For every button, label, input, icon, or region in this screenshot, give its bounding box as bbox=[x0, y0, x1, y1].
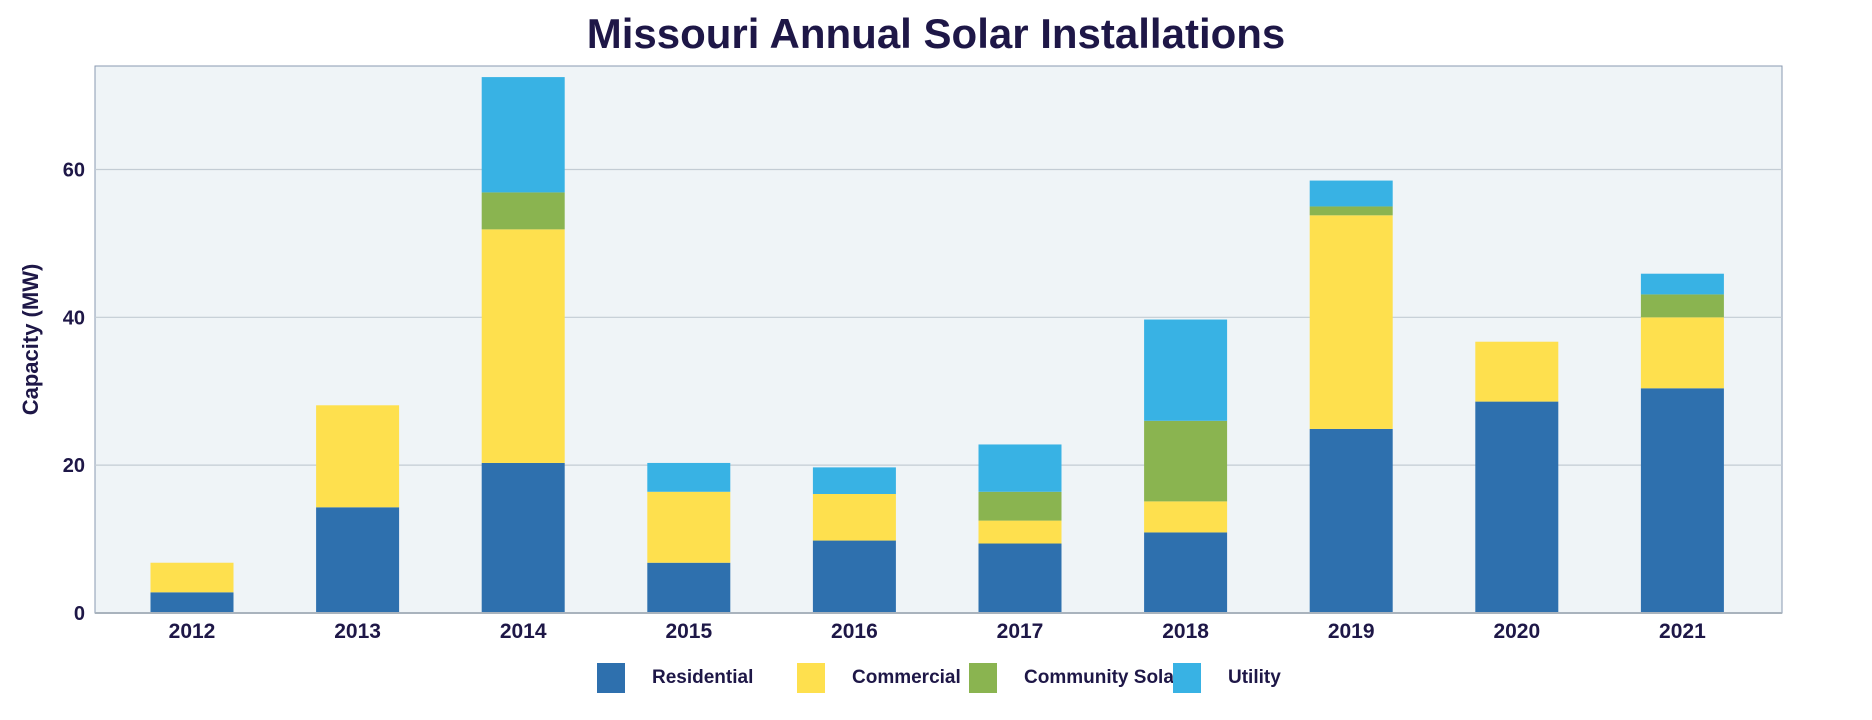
x-tick-label: 2020 bbox=[1493, 620, 1540, 643]
bar-commercial-2017 bbox=[978, 520, 1062, 544]
bar-residential-2014 bbox=[481, 462, 565, 613]
x-tick-label: 2019 bbox=[1328, 620, 1375, 643]
bar-utility-2017 bbox=[978, 444, 1062, 492]
bar-residential-2015 bbox=[647, 562, 731, 613]
bar-commercial-2016 bbox=[812, 493, 896, 541]
x-tick-label: 2014 bbox=[500, 620, 547, 643]
y-axis-label: Capacity (MW) bbox=[18, 264, 43, 416]
legend-swatch bbox=[597, 663, 625, 693]
bar-utility-2021 bbox=[1640, 273, 1724, 295]
bar-community-solar-2017 bbox=[978, 491, 1062, 521]
bar-residential-2021 bbox=[1640, 388, 1724, 613]
legend-item-utility: Utility bbox=[1173, 663, 1281, 693]
legend-label: Commercial bbox=[852, 667, 961, 688]
legend-label: Utility bbox=[1228, 667, 1281, 688]
legend-label: Residential bbox=[652, 667, 754, 688]
bar-commercial-2015 bbox=[647, 491, 731, 563]
bar-commercial-2012 bbox=[150, 562, 234, 593]
bar-residential-2016 bbox=[812, 540, 896, 613]
x-tick-label: 2021 bbox=[1659, 620, 1706, 643]
bar-community-solar-2014 bbox=[481, 192, 565, 230]
legend-item-community-solar: Community Solar bbox=[969, 663, 1181, 693]
bar-community-solar-2019 bbox=[1309, 206, 1393, 216]
y-tick-label: 40 bbox=[63, 307, 85, 329]
legend-label: Community Solar bbox=[1024, 667, 1182, 688]
legend-swatch bbox=[1173, 663, 1201, 693]
bar-residential-2017 bbox=[978, 543, 1062, 613]
bar-commercial-2013 bbox=[316, 405, 400, 508]
legend-item-commercial: Commercial bbox=[797, 663, 961, 693]
x-tick-label: 2015 bbox=[665, 620, 712, 643]
x-tick-label: 2018 bbox=[1162, 620, 1209, 643]
bar-commercial-2018 bbox=[1144, 501, 1228, 533]
bar-utility-2015 bbox=[647, 462, 731, 492]
bar-community-solar-2021 bbox=[1640, 294, 1724, 318]
bar-residential-2020 bbox=[1475, 401, 1559, 613]
bar-commercial-2021 bbox=[1640, 317, 1724, 389]
y-tick-label: 20 bbox=[63, 455, 85, 477]
bar-residential-2013 bbox=[316, 507, 400, 613]
legend-swatch bbox=[969, 663, 997, 693]
legend-swatch bbox=[797, 663, 825, 693]
bar-residential-2019 bbox=[1309, 428, 1393, 613]
bar-utility-2019 bbox=[1309, 180, 1393, 207]
y-tick-label: 0 bbox=[74, 603, 85, 625]
bar-community-solar-2018 bbox=[1144, 420, 1228, 502]
x-tick-label: 2012 bbox=[169, 620, 216, 643]
bar-commercial-2019 bbox=[1309, 215, 1393, 429]
bar-commercial-2020 bbox=[1475, 341, 1559, 402]
y-tick-label: 60 bbox=[63, 159, 85, 181]
x-tick-label: 2016 bbox=[831, 620, 878, 643]
bar-utility-2018 bbox=[1144, 319, 1228, 421]
legend-item-residential: Residential bbox=[597, 663, 753, 693]
x-tick-label: 2017 bbox=[997, 620, 1044, 643]
bar-residential-2018 bbox=[1144, 532, 1228, 613]
bar-utility-2014 bbox=[481, 77, 565, 193]
legend: Residential Commercial Community Solar Util… bbox=[0, 663, 1872, 693]
bar-residential-2012 bbox=[150, 592, 234, 613]
chart-title: Missouri Annual Solar Installations bbox=[586, 10, 1286, 57]
x-tick-label: 2013 bbox=[334, 620, 381, 643]
bar-utility-2016 bbox=[812, 467, 896, 494]
bar-commercial-2014 bbox=[481, 229, 565, 463]
